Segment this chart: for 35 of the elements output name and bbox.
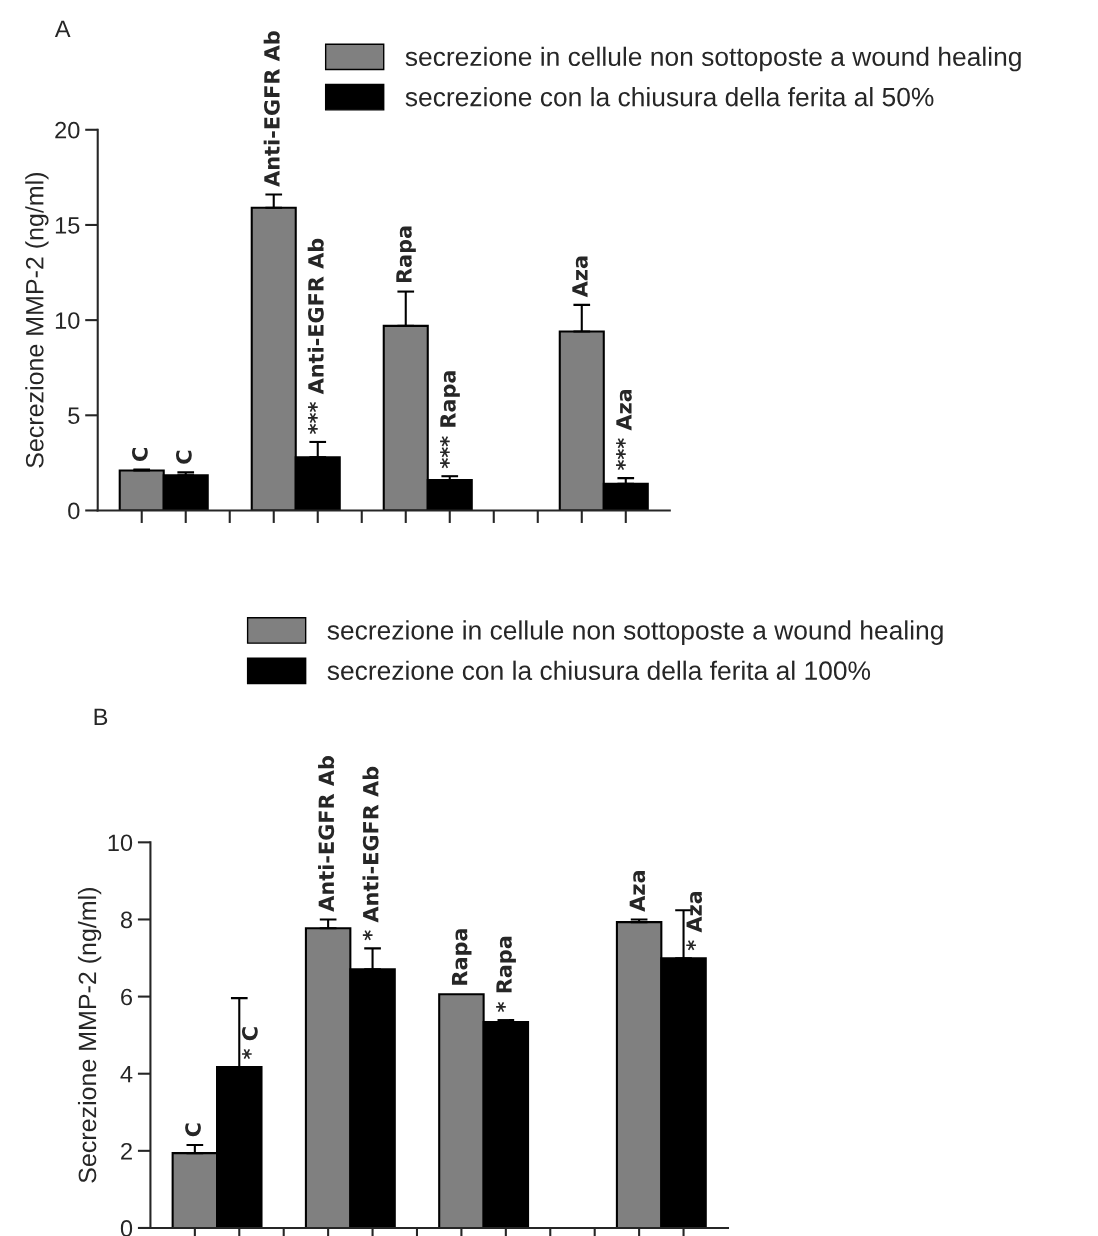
data-label: * C (242, 1027, 258, 1060)
data-label: * Rapa (496, 936, 516, 1012)
data-label: Rapa (451, 929, 472, 985)
y-tick-label: 6 (121, 988, 133, 1006)
chart-title: A (54, 20, 71, 37)
y-tick-label: 0 (120, 1220, 133, 1236)
data-label: Rapa (396, 226, 416, 283)
data-label: * Aza (686, 891, 703, 951)
chart-title: B (94, 708, 108, 726)
legend-label: secrezione con la chiusura della ferita al 100% (327, 660, 871, 681)
data-label: *** Anti-EGFR Ab (307, 238, 324, 434)
y-tick-label: 5 (68, 407, 80, 425)
y-tick-label: 8 (120, 911, 133, 929)
data-label: * Anti-EGFR Ab (362, 766, 379, 941)
legend-label: secrezione con la chiusura della ferita al 50% (405, 87, 934, 107)
data-label: *** Aza (616, 389, 632, 471)
data-label: Aza (572, 256, 588, 298)
data-label: *** Rapa (440, 371, 460, 469)
legend-label: secrezione in cellule non sottoposte a wound healing (405, 46, 1021, 72)
data-label: C (132, 447, 148, 461)
y-tick-label: 4 (120, 1066, 133, 1083)
y-tick-label: 20 (55, 121, 80, 139)
y-tick-label: 10 (55, 312, 80, 329)
data-label: C (176, 450, 192, 464)
y-tick-label: 15 (55, 217, 80, 234)
legend-label: secrezione in cellule non sottoposte a wound healing (327, 620, 943, 645)
data-label: Aza (629, 871, 646, 912)
y-tick-label: 10 (108, 834, 133, 852)
y-axis-title: Secrezione MMP-2 (ng/ml) (77, 888, 102, 1183)
data-label: Anti-EGFR Ab (318, 756, 335, 912)
y-tick-label: 0 (68, 502, 80, 520)
y-tick-label: 2 (121, 1142, 132, 1160)
data-label: C (185, 1123, 201, 1137)
y-axis-title: Secrezione MMP-2 (ng/ml) (25, 173, 49, 468)
data-label: Anti-EGFR Ab (263, 31, 280, 187)
